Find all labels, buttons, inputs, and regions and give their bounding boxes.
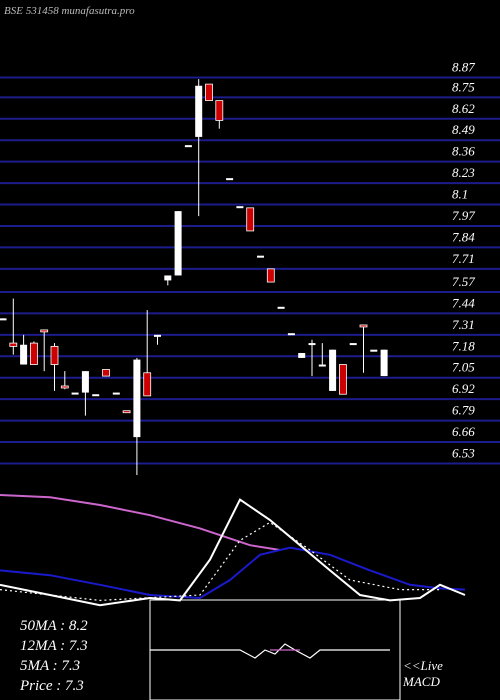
indicator-label: Price : 7.3 bbox=[19, 678, 84, 694]
candle-body bbox=[40, 329, 49, 333]
candle-body bbox=[184, 145, 192, 148]
candle-body bbox=[215, 100, 224, 121]
candle-body bbox=[329, 349, 337, 391]
candle-body bbox=[195, 85, 203, 137]
candle-body bbox=[266, 268, 275, 283]
candle-body bbox=[143, 372, 152, 397]
indicator-label: 50MA : 8.2 bbox=[20, 618, 88, 634]
y-tick-label: 8.23 bbox=[452, 165, 475, 180]
y-tick-label: 7.71 bbox=[452, 251, 475, 266]
candle-body bbox=[380, 349, 388, 377]
indicator-line bbox=[0, 498, 466, 607]
candle-body bbox=[122, 410, 131, 414]
indicator-line bbox=[0, 521, 440, 602]
candle-body bbox=[60, 385, 69, 389]
indicator-line bbox=[150, 643, 390, 659]
candle-body bbox=[164, 275, 172, 281]
candle-body bbox=[174, 211, 182, 276]
candle-body bbox=[29, 342, 38, 365]
y-tick-label: 8.87 bbox=[452, 60, 475, 75]
candle-body bbox=[359, 324, 368, 328]
candle-body bbox=[308, 343, 316, 346]
y-tick-label: 8.75 bbox=[452, 79, 475, 94]
y-tick-label: 8.62 bbox=[452, 101, 475, 116]
y-tick-label: 8.1 bbox=[452, 187, 468, 202]
candle-body bbox=[236, 206, 244, 209]
candle-body bbox=[226, 178, 234, 181]
y-tick-label: 7.97 bbox=[452, 208, 475, 223]
candle-body bbox=[112, 392, 120, 395]
candle-body bbox=[102, 369, 110, 377]
indicator-label: 5MA : 7.3 bbox=[20, 658, 80, 674]
y-tick-label: 7.57 bbox=[452, 274, 475, 289]
candle-body bbox=[71, 392, 79, 395]
y-tick-label: 7.18 bbox=[452, 338, 475, 353]
candle-body bbox=[298, 352, 306, 358]
candle-body bbox=[20, 344, 28, 365]
candle-body bbox=[370, 349, 378, 352]
candle-body bbox=[349, 343, 357, 346]
y-tick-label: 6.92 bbox=[452, 381, 475, 396]
candle-body bbox=[81, 371, 89, 393]
y-tick-label: 7.44 bbox=[452, 295, 475, 310]
y-tick-label: 6.79 bbox=[452, 403, 475, 418]
y-tick-label: 7.05 bbox=[452, 360, 475, 375]
y-tick-label: 8.49 bbox=[452, 122, 475, 137]
macd-label: <<Live bbox=[403, 658, 443, 673]
candle-body bbox=[50, 345, 59, 365]
candle-body bbox=[92, 394, 100, 397]
y-tick-label: 6.66 bbox=[452, 424, 475, 439]
candle-body bbox=[246, 207, 255, 232]
candle-body bbox=[338, 364, 347, 395]
candle-body bbox=[9, 342, 18, 347]
chart-title: BSE 531458 munafasutra.pro bbox=[4, 5, 135, 17]
y-tick-label: 7.31 bbox=[452, 317, 475, 332]
indicator-line bbox=[0, 546, 466, 600]
candle-body bbox=[318, 364, 326, 367]
candle-body bbox=[277, 306, 285, 309]
indicator-label: 12MA : 7.3 bbox=[20, 638, 88, 654]
candle-body bbox=[0, 318, 7, 321]
y-tick-label: 7.84 bbox=[452, 229, 475, 244]
candle-body bbox=[287, 333, 295, 336]
candle-body bbox=[133, 359, 141, 438]
y-tick-label: 8.36 bbox=[452, 144, 475, 159]
candle-body bbox=[154, 334, 161, 337]
indicator-line bbox=[0, 494, 281, 551]
candle-body bbox=[205, 83, 213, 102]
y-tick-label: 6.53 bbox=[452, 446, 475, 461]
candle-body bbox=[257, 255, 264, 258]
macd-label: MACD bbox=[402, 674, 440, 689]
